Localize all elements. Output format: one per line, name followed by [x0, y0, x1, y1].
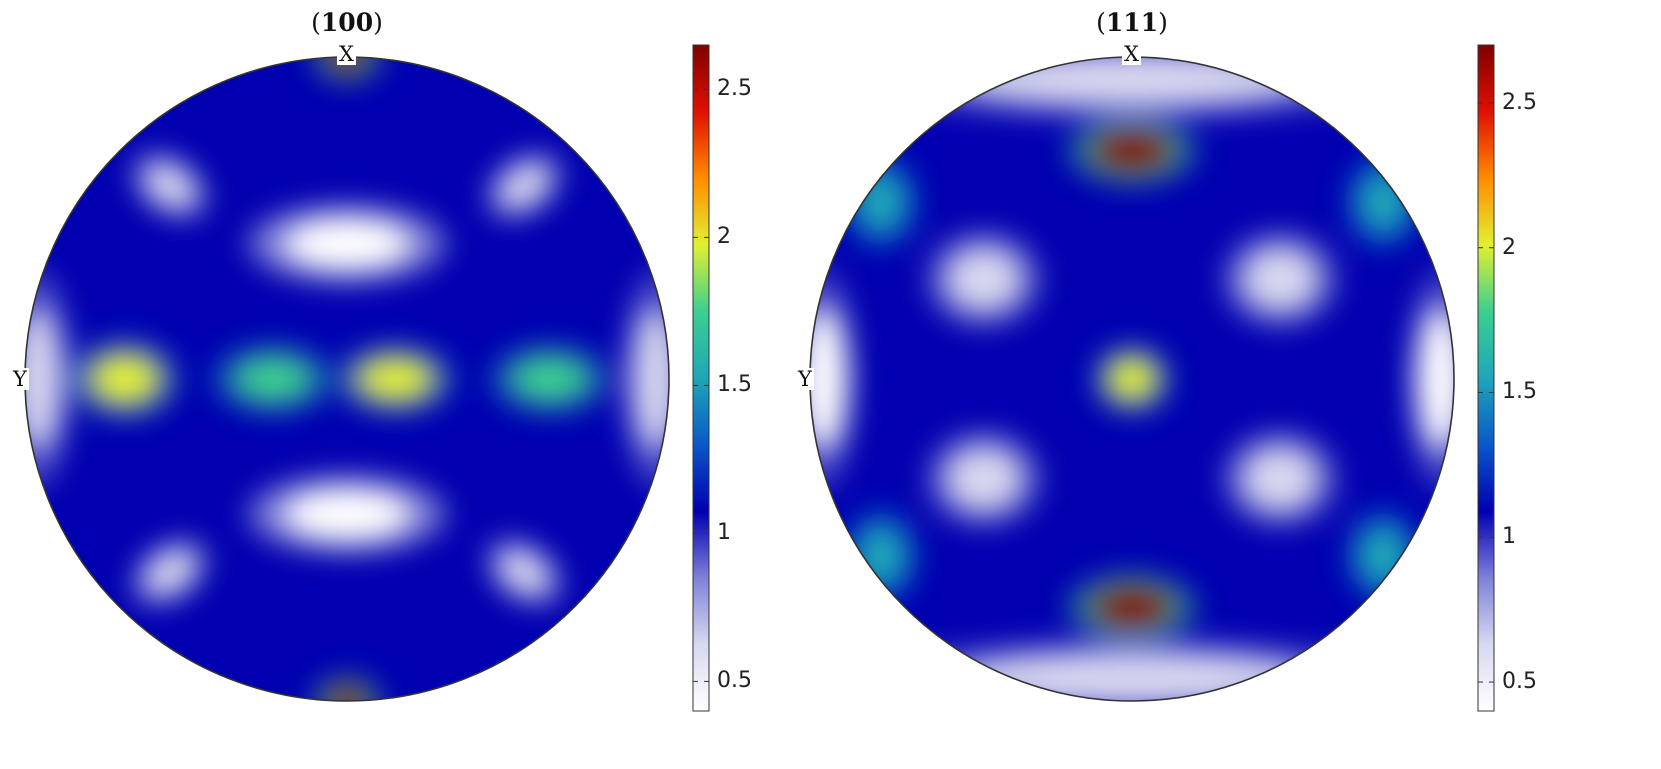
- pole-figure-svg: [24, 44, 710, 712]
- colorbar-tick-label: 2.5: [717, 76, 752, 102]
- colorbar-tick-label: 0.5: [1502, 669, 1537, 695]
- density-feature-2: [143, 162, 197, 209]
- colorbar-tick-label: 2: [1502, 234, 1516, 260]
- density-feature-4: [945, 246, 1023, 312]
- density-feature-11: [511, 356, 589, 402]
- axis-label-x: X: [1122, 42, 1141, 66]
- colorbar-tick-label: 1.5: [717, 372, 752, 398]
- density-feature-7: [1241, 446, 1319, 512]
- density-feature-8: [1106, 356, 1158, 402]
- density-feature-3: [497, 162, 551, 209]
- axis-label-x: X: [337, 42, 356, 66]
- axis-label-y: Y: [11, 367, 29, 391]
- density-halo-12: [312, 57, 382, 82]
- axis-label-y: Y: [796, 367, 814, 391]
- colorbar-tick-label: 1: [717, 520, 731, 546]
- colorbar-tick-label: 1.5: [1502, 379, 1537, 405]
- density-feature-7: [633, 308, 669, 450]
- pole-figure-svg: [809, 44, 1495, 712]
- density-feature-1: [282, 488, 412, 540]
- colorbar: [692, 44, 710, 712]
- pole-figure-panel-100: 0.5 1 1.5 2 2.5 (100) X Y: [0, 0, 830, 769]
- colorbar-tick-label: 1: [1502, 524, 1516, 550]
- density-feature-13: [324, 684, 370, 701]
- density-feature-10: [356, 356, 434, 402]
- density-feature-5: [1241, 246, 1319, 312]
- density-feature-10: [1418, 308, 1454, 450]
- density-feature-5: [497, 549, 551, 596]
- pole-figure-title: (100): [311, 8, 383, 37]
- density-feature-1: [954, 652, 1310, 701]
- density-feature-4: [143, 549, 197, 596]
- pole-figure-title: (111): [1096, 8, 1168, 37]
- colorbar: [1477, 44, 1495, 712]
- colorbar-tick-label: 2.5: [1502, 89, 1537, 115]
- density-feature-2: [1090, 127, 1174, 173]
- density-feature-6: [945, 446, 1023, 512]
- density-feature-0: [282, 218, 412, 270]
- pole-figure-panel-111: 0.5 1 1.5 2 2.5 (111) X Y: [785, 0, 1615, 769]
- density-feature-9: [234, 356, 312, 402]
- density-feature-8: [89, 353, 161, 405]
- colorbar-tick-label: 2: [717, 224, 731, 250]
- density-feature-3: [1090, 585, 1174, 631]
- colorbar-tick-label: 0.5: [717, 668, 752, 694]
